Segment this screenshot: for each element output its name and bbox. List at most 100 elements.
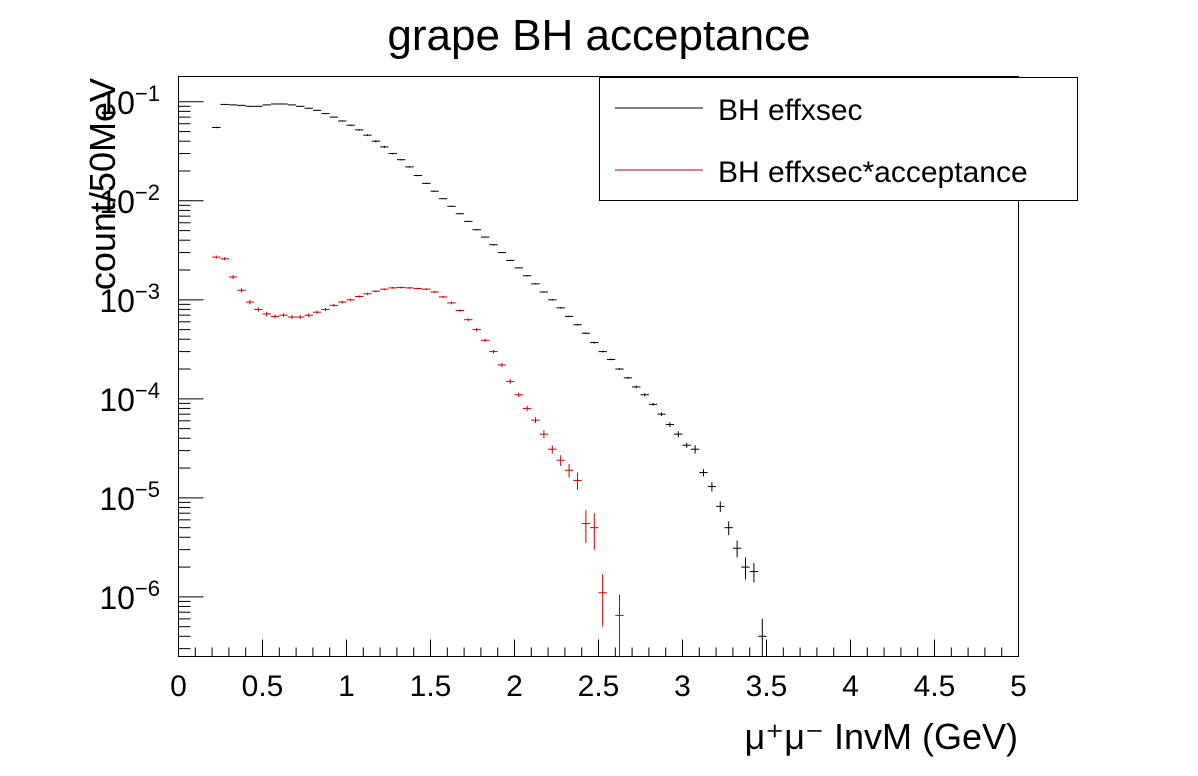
data-point	[623, 376, 633, 379]
data-point	[296, 315, 305, 320]
data-point	[380, 288, 389, 291]
data-point	[346, 124, 355, 126]
data-point	[237, 104, 246, 106]
data-point	[489, 349, 498, 354]
data-point	[245, 105, 255, 107]
data-point	[220, 103, 229, 105]
data-point	[539, 430, 549, 439]
data-point	[548, 298, 557, 301]
data-point	[564, 463, 574, 478]
data-point	[422, 182, 431, 184]
data-point	[388, 286, 397, 289]
data-point	[430, 290, 439, 294]
data-point	[254, 307, 263, 312]
legend: BH effxsec BH effxsec*acceptance	[599, 77, 1078, 201]
data-point	[279, 103, 288, 105]
x-tick-label: 0	[170, 670, 187, 703]
data-point	[674, 431, 683, 438]
legend-box	[599, 77, 1078, 201]
data-point	[707, 482, 717, 492]
data-point	[514, 267, 523, 269]
data-point	[573, 323, 582, 326]
data-point	[581, 332, 591, 335]
data-point	[690, 445, 700, 454]
plot-area	[212, 103, 767, 657]
data-point	[732, 540, 742, 558]
data-point	[363, 292, 372, 295]
data-point	[464, 220, 473, 222]
data-point	[581, 510, 591, 544]
data-point	[606, 358, 616, 361]
y-tick-label: 10−6	[99, 576, 160, 616]
data-point	[346, 298, 355, 302]
data-point	[564, 315, 574, 318]
data-point	[228, 104, 238, 106]
data-point	[531, 283, 540, 285]
data-point	[212, 255, 221, 259]
data-point	[514, 392, 523, 398]
x-axis: 0 0.5 1 1.5 2 2.5 3 3.5 4 4.5 5	[170, 639, 1027, 703]
data-point	[590, 341, 599, 344]
data-point	[632, 385, 641, 389]
data-point	[287, 315, 297, 320]
data-point	[497, 252, 507, 254]
data-point	[237, 288, 246, 293]
data-point	[312, 310, 322, 314]
x-axis-label: μ⁺μ⁻ InvM (GeV)	[744, 716, 1018, 757]
data-point	[648, 402, 658, 406]
data-point	[506, 259, 515, 262]
y-tick-label: 10−5	[99, 477, 160, 517]
data-point	[262, 311, 271, 317]
data-point	[464, 318, 473, 322]
data-point	[354, 129, 364, 131]
data-point	[539, 291, 549, 293]
y-tick-label: 10−4	[99, 378, 160, 418]
x-tick-label: 4.5	[914, 670, 956, 703]
data-point	[254, 105, 263, 107]
data-point	[321, 113, 330, 115]
data-point	[287, 104, 297, 106]
data-point	[556, 307, 565, 309]
data-point	[657, 412, 666, 417]
data-point	[413, 174, 423, 177]
data-point	[447, 301, 456, 305]
data-point	[262, 104, 271, 106]
data-point	[279, 313, 288, 318]
data-point	[371, 140, 381, 143]
data-point	[749, 562, 759, 583]
data-point	[455, 213, 465, 215]
chart-title: grape BH acceptance	[387, 11, 810, 60]
data-point	[665, 422, 675, 427]
data-point	[480, 338, 490, 342]
data-point	[312, 109, 322, 111]
data-point	[573, 472, 582, 491]
legend-label-black: BH effxsec	[718, 94, 863, 127]
data-point	[480, 236, 490, 238]
data-point	[438, 295, 448, 299]
data-point	[413, 287, 423, 290]
data-point	[422, 288, 431, 291]
data-point	[220, 257, 229, 261]
data-point	[548, 445, 557, 454]
data-point	[741, 557, 750, 580]
x-tick-label: 1.5	[410, 670, 452, 703]
x-tick-label: 3	[674, 670, 691, 703]
data-point	[371, 290, 381, 293]
data-point	[304, 313, 313, 318]
data-point	[329, 116, 339, 118]
data-point	[405, 166, 414, 168]
x-tick-label: 5	[1010, 670, 1027, 703]
data-point	[380, 145, 389, 149]
data-point	[506, 379, 515, 384]
data-point	[497, 363, 507, 367]
data-point	[296, 105, 305, 107]
data-point	[640, 393, 649, 397]
data-point	[522, 275, 532, 277]
y-axis: 10−1 10−2 10−3 10−4 10−5 10−6	[99, 81, 204, 650]
x-tick-label: 1	[338, 670, 355, 703]
data-point	[615, 594, 624, 657]
data-point	[329, 303, 339, 307]
data-point	[699, 469, 708, 477]
data-point	[598, 350, 607, 353]
